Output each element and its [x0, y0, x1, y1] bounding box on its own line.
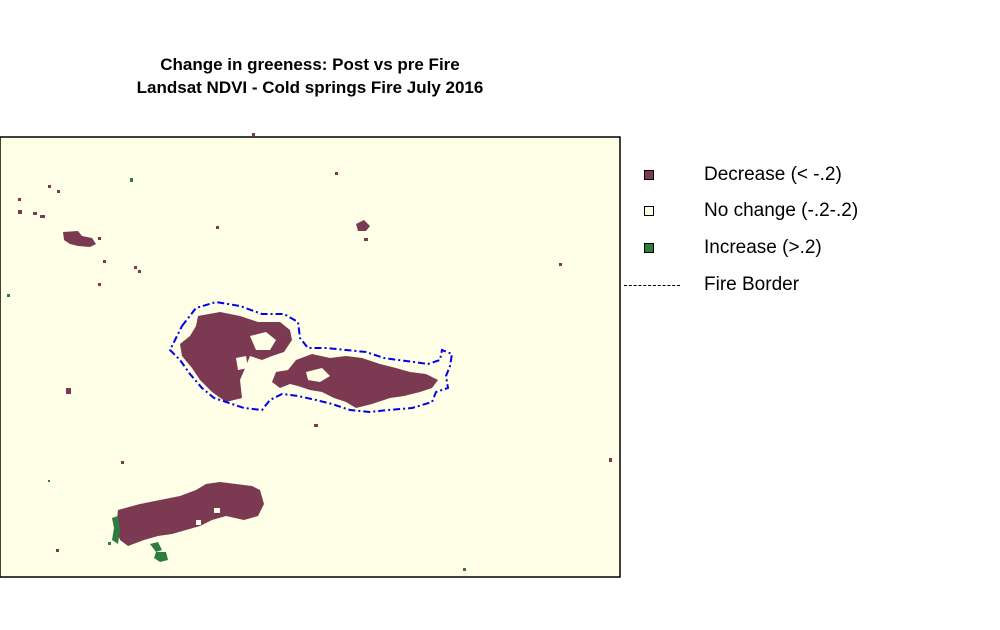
decrease-swatch [644, 170, 654, 180]
fire-border-swatch [624, 284, 680, 286]
legend-item-increase: Increase (>.2) [640, 236, 822, 260]
no-change-swatch [644, 206, 654, 216]
decrease-patch-main-east [272, 354, 438, 408]
legend-item-fire-border: Fire Border [624, 273, 799, 297]
increase-swatch [644, 243, 654, 253]
legend-label: Increase (>.2) [704, 237, 822, 258]
decrease-patch-nw [63, 231, 96, 247]
map-title-line2: Landsat NDVI - Cold springs Fire July 20… [136, 78, 484, 97]
map-title-line1: Change in greeness: Post vs pre Fire [160, 55, 460, 74]
legend-item-decrease: Decrease (< -.2) [640, 163, 842, 187]
legend-label: No change (-.2-.2) [704, 200, 859, 221]
decrease-patch-south [116, 482, 264, 546]
fire-border-line [168, 300, 454, 414]
legend-label: Decrease (< -.2) [704, 164, 842, 185]
increase-patches [7, 178, 466, 571]
legend-label: Fire Border [704, 274, 800, 295]
decrease-specks [18, 133, 612, 552]
legend-item-no-change: No change (-.2-.2) [640, 199, 858, 223]
